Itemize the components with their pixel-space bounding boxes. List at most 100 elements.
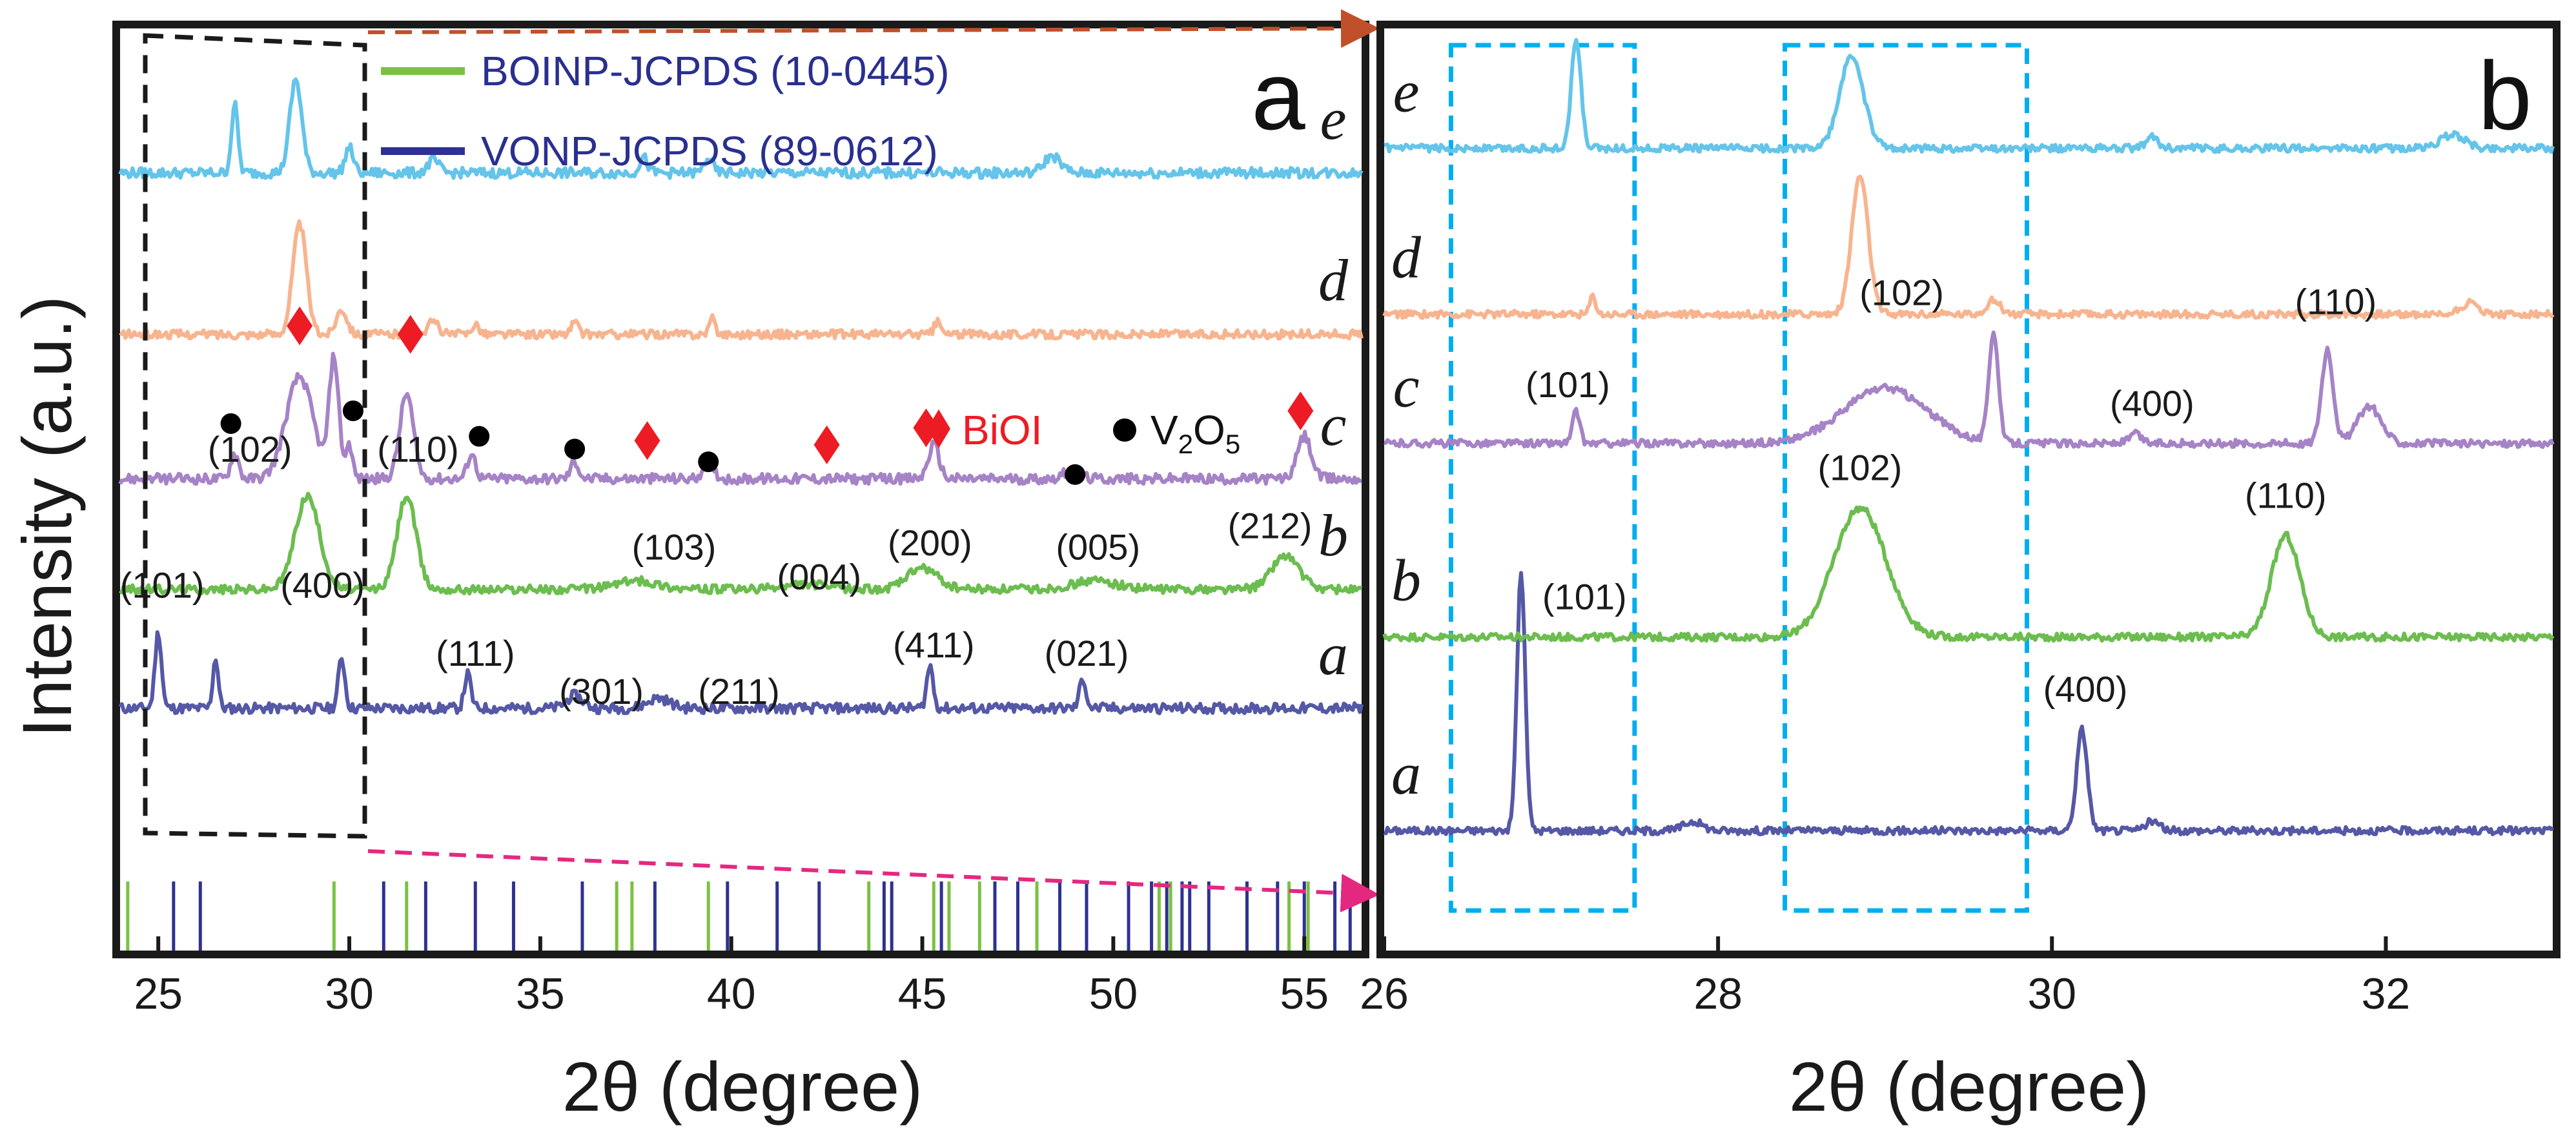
legend-swatch-vonp <box>381 147 465 155</box>
series-label-b: b <box>1318 502 1348 568</box>
hkl-label: (411) <box>893 624 975 665</box>
series-label-c: c <box>1393 353 1420 419</box>
hkl-label: (103) <box>632 527 717 568</box>
panel-a-reference-lines <box>126 881 1352 951</box>
panel-b-zoom-boxes <box>1448 43 2030 913</box>
v2o5-marker <box>469 426 490 447</box>
panel-b-frame <box>1376 21 2561 958</box>
panel-b: a b cd e (101) (400) (102) (110) (101) (102) (400… <box>1360 21 2561 1126</box>
x-tick-label: 55 <box>1280 969 1329 1018</box>
panel-a-curve-labels: abc d e <box>1318 86 1349 687</box>
panel-b-curve-labels: a b cd e <box>1391 59 1422 807</box>
panel-a-hkl-labels: (101) (400) (111) (301) (211) (411) (021) (102)… <box>120 429 1313 712</box>
marker-legend: BiOI V2O5 <box>927 407 1240 459</box>
x-tick-label: 25 <box>134 969 183 1018</box>
v2o5-marker <box>1065 464 1086 485</box>
panel-a-legend: BOINP-JCPDS (10-0445) VONP-JCPDS (89-061… <box>381 48 950 174</box>
series-line-a <box>1383 571 2555 837</box>
biol-legend-label: BiOI <box>962 407 1042 453</box>
zoom-box <box>1448 43 1637 913</box>
hkl-label: (400) <box>2043 668 2128 709</box>
panel-a-phase-markers <box>220 306 1314 485</box>
v2o5-legend-label: V2O5 <box>1150 407 1240 459</box>
hkl-label: (400) <box>2110 383 2194 424</box>
zoom-arrow-top <box>367 9 1380 48</box>
x-tick-label: 32 <box>2362 969 2411 1018</box>
x-tick-label: 35 <box>516 969 565 1018</box>
zoom-region-outline <box>143 33 367 839</box>
biol-legend-diamond <box>927 409 950 448</box>
series-line-c <box>1384 330 2555 449</box>
biol-marker <box>1287 391 1314 431</box>
panel-b-hkl-labels: (101) (400) (102) (110) (101) (102) (400) (110) <box>1526 272 2377 709</box>
series-line-e <box>118 77 1364 180</box>
v2o5-marker <box>342 400 363 422</box>
biol-marker <box>397 314 424 354</box>
legend-label-vonp: VONP-JCPDS (89-0612) <box>481 128 938 174</box>
hkl-label: (400) <box>280 565 365 606</box>
hkl-label: (004) <box>777 557 861 597</box>
x-tick-label: 30 <box>325 969 374 1018</box>
hkl-label: (301) <box>559 671 644 712</box>
hkl-label: (101) <box>1526 364 1610 405</box>
hkl-label: (110) <box>2295 282 2377 322</box>
hkl-label: (101) <box>120 565 205 606</box>
panel-a-x-axis-title: 2θ (degree) <box>562 1047 923 1126</box>
panel-b-x-ticks: 26 28 30 32 <box>1360 936 2410 1018</box>
series-line-d <box>119 219 1364 341</box>
panel-a-label: a <box>1251 41 1305 150</box>
legend-swatch-boinp <box>381 67 465 75</box>
panel-b-curves <box>1382 37 2555 837</box>
series-line-e <box>1384 37 2555 154</box>
x-tick-label: 50 <box>1089 969 1138 1018</box>
x-tick-label: 45 <box>898 969 947 1018</box>
series-label-c: c <box>1320 392 1347 458</box>
series-label-b: b <box>1391 547 1421 613</box>
x-tick-label: 40 <box>707 969 756 1018</box>
hkl-label: (021) <box>1045 633 1129 674</box>
v2o5-legend-dot <box>1113 418 1136 442</box>
legend-label-boinp: BOINP-JCPDS (10-0445) <box>481 48 950 94</box>
series-label-d: d <box>1318 247 1349 313</box>
biol-marker <box>287 306 313 345</box>
x-tick-label: 30 <box>2027 969 2076 1018</box>
biol-marker <box>634 421 660 460</box>
series-line-c <box>118 351 1362 486</box>
v2o5-marker <box>698 451 719 473</box>
panel-b-x-axis-title: 2θ (degree) <box>1789 1047 2149 1126</box>
hkl-label: (110) <box>377 429 459 469</box>
hkl-label: (005) <box>1056 527 1140 568</box>
biol-marker <box>813 425 840 464</box>
series-line-d <box>1382 174 2555 320</box>
zoom-arrow-bottom <box>367 849 1380 912</box>
series-line-b <box>1382 505 2555 643</box>
hkl-label: (111) <box>436 633 515 674</box>
hkl-label: (102) <box>1818 448 1903 488</box>
hkl-label: (200) <box>888 522 972 563</box>
hkl-label: (101) <box>1542 577 1627 617</box>
y-axis-title: Intensity (a.u.) <box>8 296 86 737</box>
hkl-label: (102) <box>208 429 292 469</box>
series-label-e: e <box>1393 59 1420 125</box>
series-label-e: e <box>1320 86 1347 152</box>
hkl-label: (212) <box>1228 506 1313 546</box>
series-label-d: d <box>1391 225 1422 291</box>
series-line-a <box>118 630 1364 716</box>
hkl-label: (102) <box>1859 272 1944 313</box>
panel-a-x-ticks: 25 30 35 40 45 50 55 <box>134 936 1329 1018</box>
x-tick-label: 26 <box>1360 969 1409 1018</box>
panel-a-frame <box>112 21 1369 958</box>
v2o5-marker <box>564 438 586 460</box>
panel-a-curves <box>118 77 1364 716</box>
v2o5-marker <box>220 413 241 434</box>
series-line-b <box>118 491 1363 596</box>
zoom-box <box>1783 43 2030 913</box>
panel-b-label: b <box>2478 41 2531 150</box>
hkl-label: (211) <box>698 671 780 712</box>
hkl-label: (110) <box>2245 475 2327 516</box>
series-label-a: a <box>1318 621 1348 687</box>
series-label-a: a <box>1391 741 1421 807</box>
x-tick-label: 28 <box>1693 969 1743 1018</box>
